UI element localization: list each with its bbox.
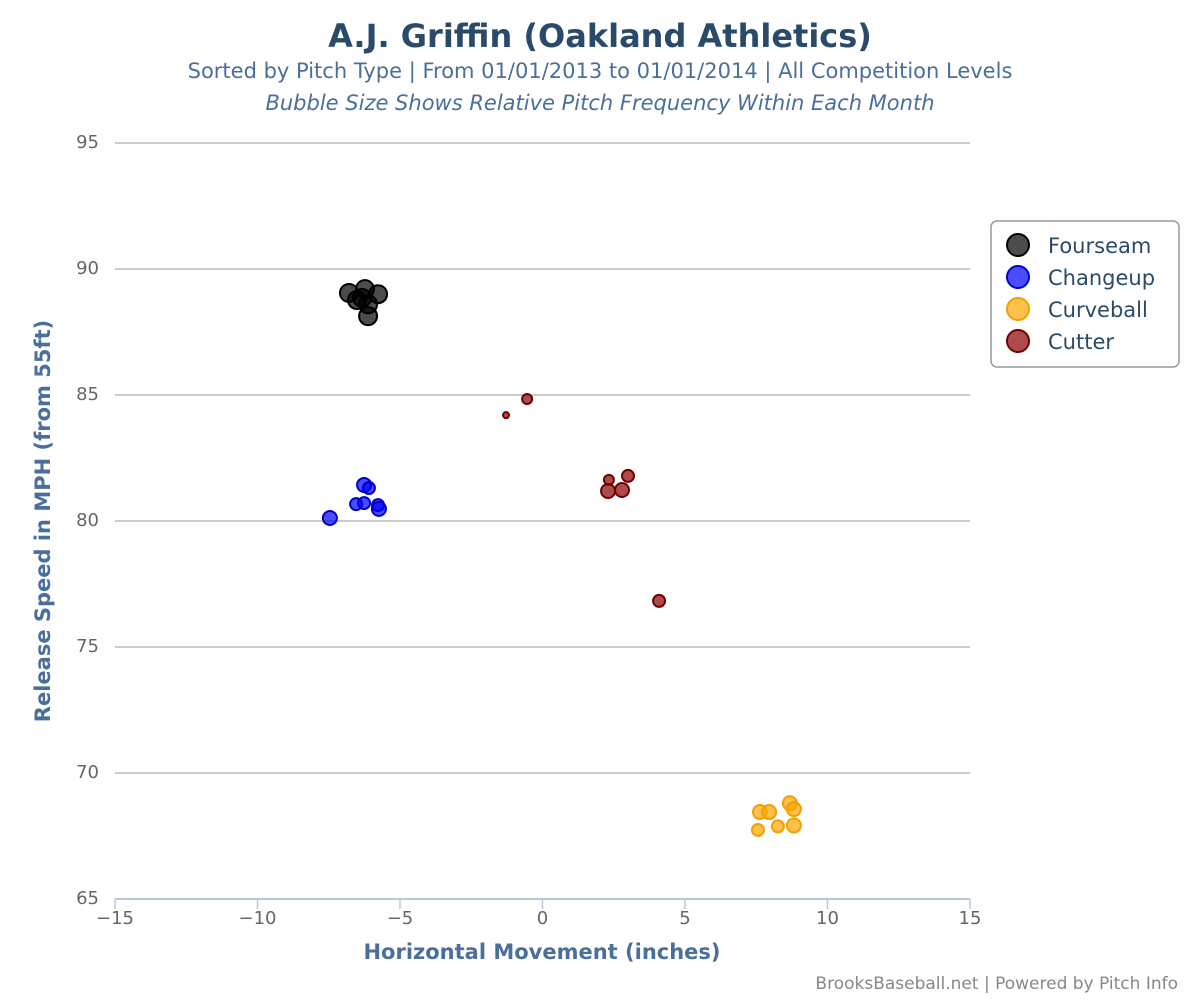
legend-label: Curveball: [1048, 298, 1148, 322]
y-tick-label: 90: [76, 258, 99, 279]
x-tick-label: 5: [679, 908, 690, 929]
bubble: [357, 496, 372, 511]
bubble: [358, 306, 379, 327]
bubble: [521, 393, 534, 406]
bubble: [750, 822, 765, 837]
y-tick-label: 70: [76, 762, 99, 783]
x-tick-label: 0: [537, 908, 548, 929]
chart-note: Bubble Size Shows Relative Pitch Frequen…: [265, 91, 934, 115]
bubble: [361, 480, 376, 495]
legend-marker: [1006, 233, 1030, 257]
x-tick-label: 10: [816, 908, 839, 929]
chart-subtitle: Sorted by Pitch Type | From 01/01/2013 t…: [188, 59, 1013, 84]
x-tick-label: −10: [239, 908, 277, 929]
bubble: [785, 817, 802, 834]
bubble: [761, 804, 778, 821]
legend-marker: [1006, 265, 1030, 289]
legend-marker: [1006, 329, 1030, 353]
bubble: [600, 483, 617, 500]
y-tick-label: 80: [76, 510, 99, 531]
credit: BrooksBaseball.net | Powered by Pitch In…: [815, 974, 1178, 994]
x-tick-label: 15: [959, 908, 982, 929]
bubble: [370, 500, 387, 517]
y-tick-label: 75: [76, 636, 99, 657]
y-tick-label: 85: [76, 384, 99, 405]
bubble: [770, 819, 785, 834]
x-axis-label: Horizontal Movement (inches): [363, 940, 720, 964]
bubble: [321, 509, 338, 526]
legend-label: Cutter: [1048, 330, 1114, 354]
bubble: [614, 482, 631, 499]
legend-box: [990, 220, 1180, 368]
bubble: [785, 801, 802, 818]
x-tick-label: −15: [96, 908, 134, 929]
x-tick-label: −5: [387, 908, 414, 929]
chart-title: A.J. Griffin (Oakland Athletics): [328, 17, 872, 55]
legend-label: Changeup: [1048, 266, 1155, 290]
bubble: [502, 411, 511, 420]
bubble: [621, 468, 635, 483]
legend-marker: [1006, 297, 1030, 321]
y-tick-label: 65: [76, 888, 99, 909]
legend-label: Fourseam: [1048, 234, 1151, 258]
y-tick-label: 95: [76, 132, 99, 153]
bubble: [652, 593, 667, 608]
y-axis-label: Release Speed in MPH (from 55ft): [31, 320, 55, 722]
